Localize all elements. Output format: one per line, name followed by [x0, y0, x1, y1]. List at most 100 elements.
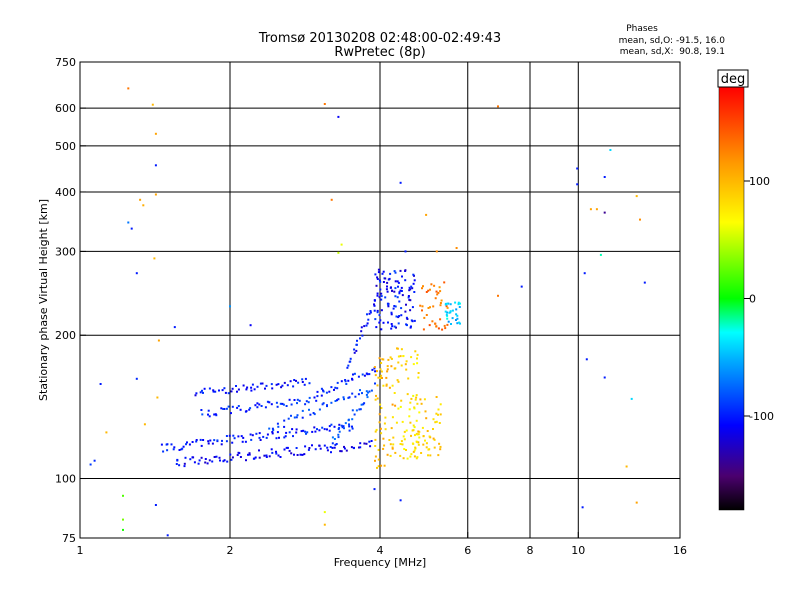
data-point	[202, 391, 204, 394]
data-point	[433, 284, 436, 287]
data-point	[237, 435, 240, 438]
data-point	[435, 412, 438, 415]
data-point	[392, 307, 395, 310]
data-point	[247, 453, 249, 456]
data-point	[603, 376, 606, 379]
data-point	[355, 409, 358, 412]
data-point	[331, 442, 334, 445]
data-point	[410, 397, 413, 400]
data-point	[89, 463, 92, 466]
data-point	[410, 453, 413, 456]
data-point	[434, 297, 437, 300]
data-point	[281, 384, 284, 387]
data-point	[370, 440, 373, 442]
data-point	[277, 425, 280, 428]
data-point	[381, 358, 384, 361]
data-point	[409, 455, 412, 458]
data-point	[399, 269, 402, 272]
data-point	[423, 398, 426, 401]
data-point	[392, 443, 395, 446]
data-point	[417, 441, 420, 444]
data-point	[377, 465, 380, 468]
data-point	[326, 428, 328, 431]
data-point	[416, 433, 419, 436]
data-point	[307, 401, 310, 404]
data-point	[268, 427, 271, 430]
data-point	[229, 305, 231, 308]
data-point	[195, 392, 198, 395]
data-point	[351, 425, 353, 428]
data-point	[383, 422, 386, 425]
data-point	[403, 448, 406, 450]
data-point	[417, 443, 420, 446]
data-point	[258, 432, 261, 435]
data-point	[347, 418, 350, 421]
data-point	[397, 355, 400, 358]
data-point	[409, 326, 412, 329]
data-point	[352, 447, 355, 450]
data-point	[581, 506, 584, 509]
data-point	[204, 458, 207, 460]
data-point	[418, 436, 421, 439]
data-point	[379, 280, 382, 283]
data-point	[270, 383, 273, 386]
data-point	[359, 408, 362, 411]
data-point	[400, 440, 403, 443]
data-point	[160, 443, 163, 446]
data-point	[382, 384, 385, 387]
data-point	[188, 443, 191, 446]
data-point	[275, 437, 278, 440]
data-point	[359, 446, 362, 449]
data-point	[216, 439, 219, 442]
data-point	[290, 452, 293, 455]
data-point	[373, 366, 376, 369]
x-tick-label: 4	[377, 544, 384, 557]
data-point	[380, 407, 383, 409]
data-point	[198, 459, 201, 462]
data-point	[585, 358, 588, 361]
data-point	[314, 430, 317, 433]
data-point	[589, 208, 592, 211]
data-point	[214, 413, 217, 416]
data-point	[208, 459, 211, 462]
data-point	[337, 436, 340, 439]
data-point	[344, 422, 347, 425]
data-point	[343, 427, 345, 430]
data-point	[304, 445, 307, 448]
data-point	[374, 459, 376, 462]
data-point	[323, 511, 326, 514]
data-point	[432, 305, 435, 308]
data-point	[239, 408, 242, 411]
grid-lines	[80, 62, 680, 538]
data-point	[455, 319, 457, 321]
data-point	[520, 285, 523, 288]
data-point	[283, 436, 286, 439]
data-point	[420, 452, 423, 454]
data-point	[299, 453, 302, 456]
data-point	[380, 464, 383, 467]
data-point	[439, 403, 442, 406]
data-point	[424, 439, 426, 442]
data-point	[407, 295, 410, 297]
data-point	[338, 430, 341, 433]
data-point	[248, 452, 251, 455]
data-point	[301, 416, 304, 419]
data-point	[197, 462, 200, 465]
data-point	[439, 304, 442, 307]
data-point	[366, 373, 369, 376]
data-point	[595, 208, 598, 211]
data-point	[296, 454, 299, 456]
data-point	[268, 455, 271, 458]
data-point	[421, 287, 423, 290]
data-point	[419, 398, 422, 401]
data-point	[225, 440, 228, 443]
data-point	[256, 385, 259, 388]
data-point	[399, 181, 402, 184]
data-point	[304, 403, 307, 406]
data-point	[290, 414, 292, 417]
data-point	[387, 305, 390, 308]
data-point	[285, 446, 288, 449]
data-point	[368, 390, 371, 393]
data-point	[361, 373, 364, 376]
data-point	[413, 426, 416, 429]
